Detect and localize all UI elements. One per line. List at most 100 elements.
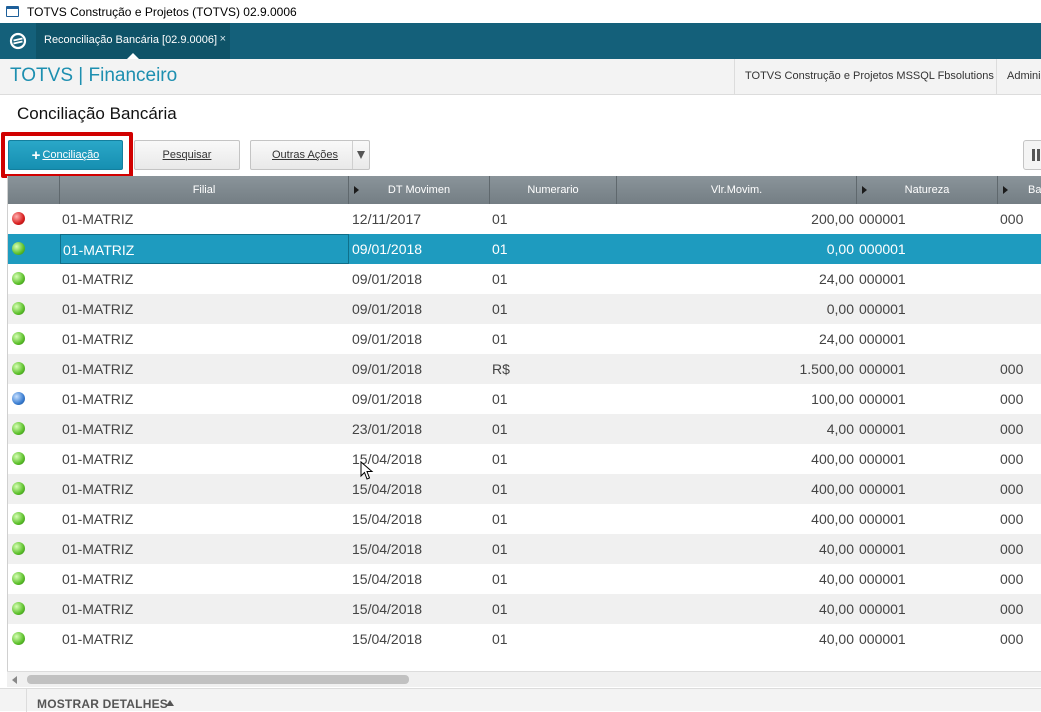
tab-reconciliacao-bancaria[interactable]: Reconciliação Bancária [02.9.0006] × [36,23,230,59]
cell-banco: 000 [1000,421,1024,437]
header-banco[interactable]: Banco [998,176,1041,204]
table-row[interactable]: 01-MATRIZ 15/04/2018 01 400,00 000001 000 [8,444,1041,474]
status-green-icon [12,362,25,375]
cell-banco: 000 [1000,511,1024,527]
cell-numerario: 01 [492,541,508,557]
horizontal-scrollbar[interactable] [7,671,1041,687]
table-row[interactable]: 01-MATRIZ 09/01/2018 01 100,00 000001 000 [8,384,1041,414]
cell-dt-movimen: 09/01/2018 [352,271,423,287]
outras-acoes-button[interactable]: Outras Ações [250,140,370,170]
cell-dt-movimen: 09/01/2018 [352,241,423,257]
table-row[interactable]: 01-MATRIZ 09/01/2018 01 24,00 000001 [8,324,1041,354]
cell-banco [1000,264,1041,294]
header-dt-movimen[interactable]: DT Movimen [349,176,490,204]
cell-dt-movimen: 09/01/2018 [352,361,423,377]
table-row[interactable]: 01-MATRIZ 09/01/2018 01 0,00 000001 [8,234,1041,264]
table-row[interactable]: 01-MATRIZ 09/01/2018 01 24,00 000001 [8,264,1041,294]
status-green-icon [12,572,25,585]
cell-vlr-movim: 40,00 [818,601,854,617]
cell-vlr-movim: 24,00 [818,331,854,347]
tab-label: Reconciliação Bancária [02.9.0006] [44,34,218,46]
cell-dt-movimen: 15/04/2018 [352,601,423,617]
status-green-icon [12,242,25,255]
cell-numerario: 01 [492,481,508,497]
table-row[interactable]: 01-MATRIZ 15/04/2018 01 40,00 000001 000 [8,534,1041,564]
cell-filial: 01-MATRIZ [62,481,134,497]
totvs-logo-icon[interactable] [9,32,27,50]
header-numerario-label: Numerario [527,184,579,196]
cell-vlr-movim: 1.500,00 [799,361,855,377]
cell-vlr-movim: 100,00 [811,391,854,407]
header-banco-label: Banco [1028,184,1041,196]
cell-banco [1000,234,1041,264]
cell-dt-movimen: 09/01/2018 [352,331,423,347]
cell-filial: 01-MATRIZ [62,631,134,647]
conciliacao-button-label: Conciliação [42,149,100,161]
cell-numerario: 01 [492,601,508,617]
conciliacao-button[interactable]: + Conciliação [8,140,123,170]
tab-close-icon[interactable]: × [219,33,226,45]
cell-vlr-movim: 40,00 [818,631,854,647]
cell-banco: 000 [1000,391,1024,407]
cell-dt-movimen: 15/04/2018 [352,571,423,587]
table-row[interactable]: 01-MATRIZ 15/04/2018 01 400,00 000001 000 [8,504,1041,534]
header-status[interactable] [8,176,60,204]
chevron-up-icon[interactable] [166,700,174,706]
cell-vlr-movim: 0,00 [826,301,854,317]
table-row[interactable]: 01-MATRIZ 09/01/2018 R$ 1.500,00 000001 000 [8,354,1041,384]
table-row[interactable]: 01-MATRIZ 15/04/2018 01 400,00 000001 000 [8,474,1041,504]
chevron-down-icon [357,151,365,159]
cell-banco [1000,294,1041,324]
table-row[interactable]: 01-MATRIZ 15/04/2018 01 40,00 000001 000 [8,564,1041,594]
cell-dt-movimen: 09/01/2018 [352,301,423,317]
cell-natureza: 000001 [859,331,906,347]
table-row[interactable]: 01-MATRIZ 15/04/2018 01 40,00 000001 000 [8,624,1041,654]
mostrar-detalhes-toggle[interactable]: MOSTRAR DETALHES [37,697,168,711]
header-numerario[interactable]: Numerario [490,176,617,204]
table-row[interactable]: 01-MATRIZ 09/01/2018 01 0,00 000001 [8,294,1041,324]
cell-natureza: 000001 [859,631,906,647]
status-green-icon [12,452,25,465]
status-green-icon [12,272,25,285]
module-title: TOTVS | Financeiro [10,65,178,86]
cell-natureza: 000001 [859,451,906,467]
pesquisar-button[interactable]: Pesquisar [134,140,240,170]
status-green-icon [12,632,25,645]
cell-dt-movimen: 15/04/2018 [352,541,423,557]
header-vlr-movim[interactable]: Vlr.Movim. [617,176,857,204]
cell-filial: 01-MATRIZ [62,331,134,347]
cell-natureza: 000001 [859,301,906,317]
sort-arrow-icon [1003,186,1008,194]
pesquisar-button-label: Pesquisar [162,149,212,161]
header-filial[interactable]: Filial [60,176,349,204]
cell-vlr-movim: 400,00 [811,451,854,467]
cell-natureza: 000001 [859,361,906,377]
sort-arrow-icon [354,186,359,194]
cell-dt-movimen: 12/11/2017 [352,211,422,227]
cell-dt-movimen: 15/04/2018 [352,511,423,527]
scroll-left-icon[interactable] [12,676,17,684]
table-row[interactable]: 01-MATRIZ 12/11/2017 01 200,00 000001 000 [8,204,1041,234]
tab-bar: Reconciliação Bancária [02.9.0006] × [0,23,1041,59]
cell-banco: 000 [1000,571,1024,587]
pause-button[interactable] [1023,140,1041,170]
table-row[interactable]: 01-MATRIZ 15/04/2018 01 40,00 000001 000 [8,594,1041,624]
cell-numerario: 01 [492,331,508,347]
cell-numerario: 01 [492,451,508,467]
cell-filial: 01-MATRIZ [62,571,134,587]
cell-banco: 000 [1000,601,1024,617]
status-blue-icon [12,392,25,405]
header-natureza[interactable]: Natureza [857,176,998,204]
cell-filial: 01-MATRIZ [62,541,134,557]
page-title: Conciliação Bancária [17,104,177,123]
sort-arrow-icon [862,186,867,194]
cell-filial: 01-MATRIZ [60,234,349,264]
scrollbar-thumb[interactable] [27,675,409,684]
user-info[interactable]: Administrador [996,59,1041,95]
table-row[interactable]: 01-MATRIZ 23/01/2018 01 4,00 000001 000 [8,414,1041,444]
cell-filial: 01-MATRIZ [62,421,134,437]
status-green-icon [12,482,25,495]
cell-dt-movimen: 23/01/2018 [352,421,423,437]
company-info[interactable]: TOTVS Construção e Projetos MSSQL Fbsolu… [734,59,1004,95]
cell-filial: 01-MATRIZ [62,301,134,317]
